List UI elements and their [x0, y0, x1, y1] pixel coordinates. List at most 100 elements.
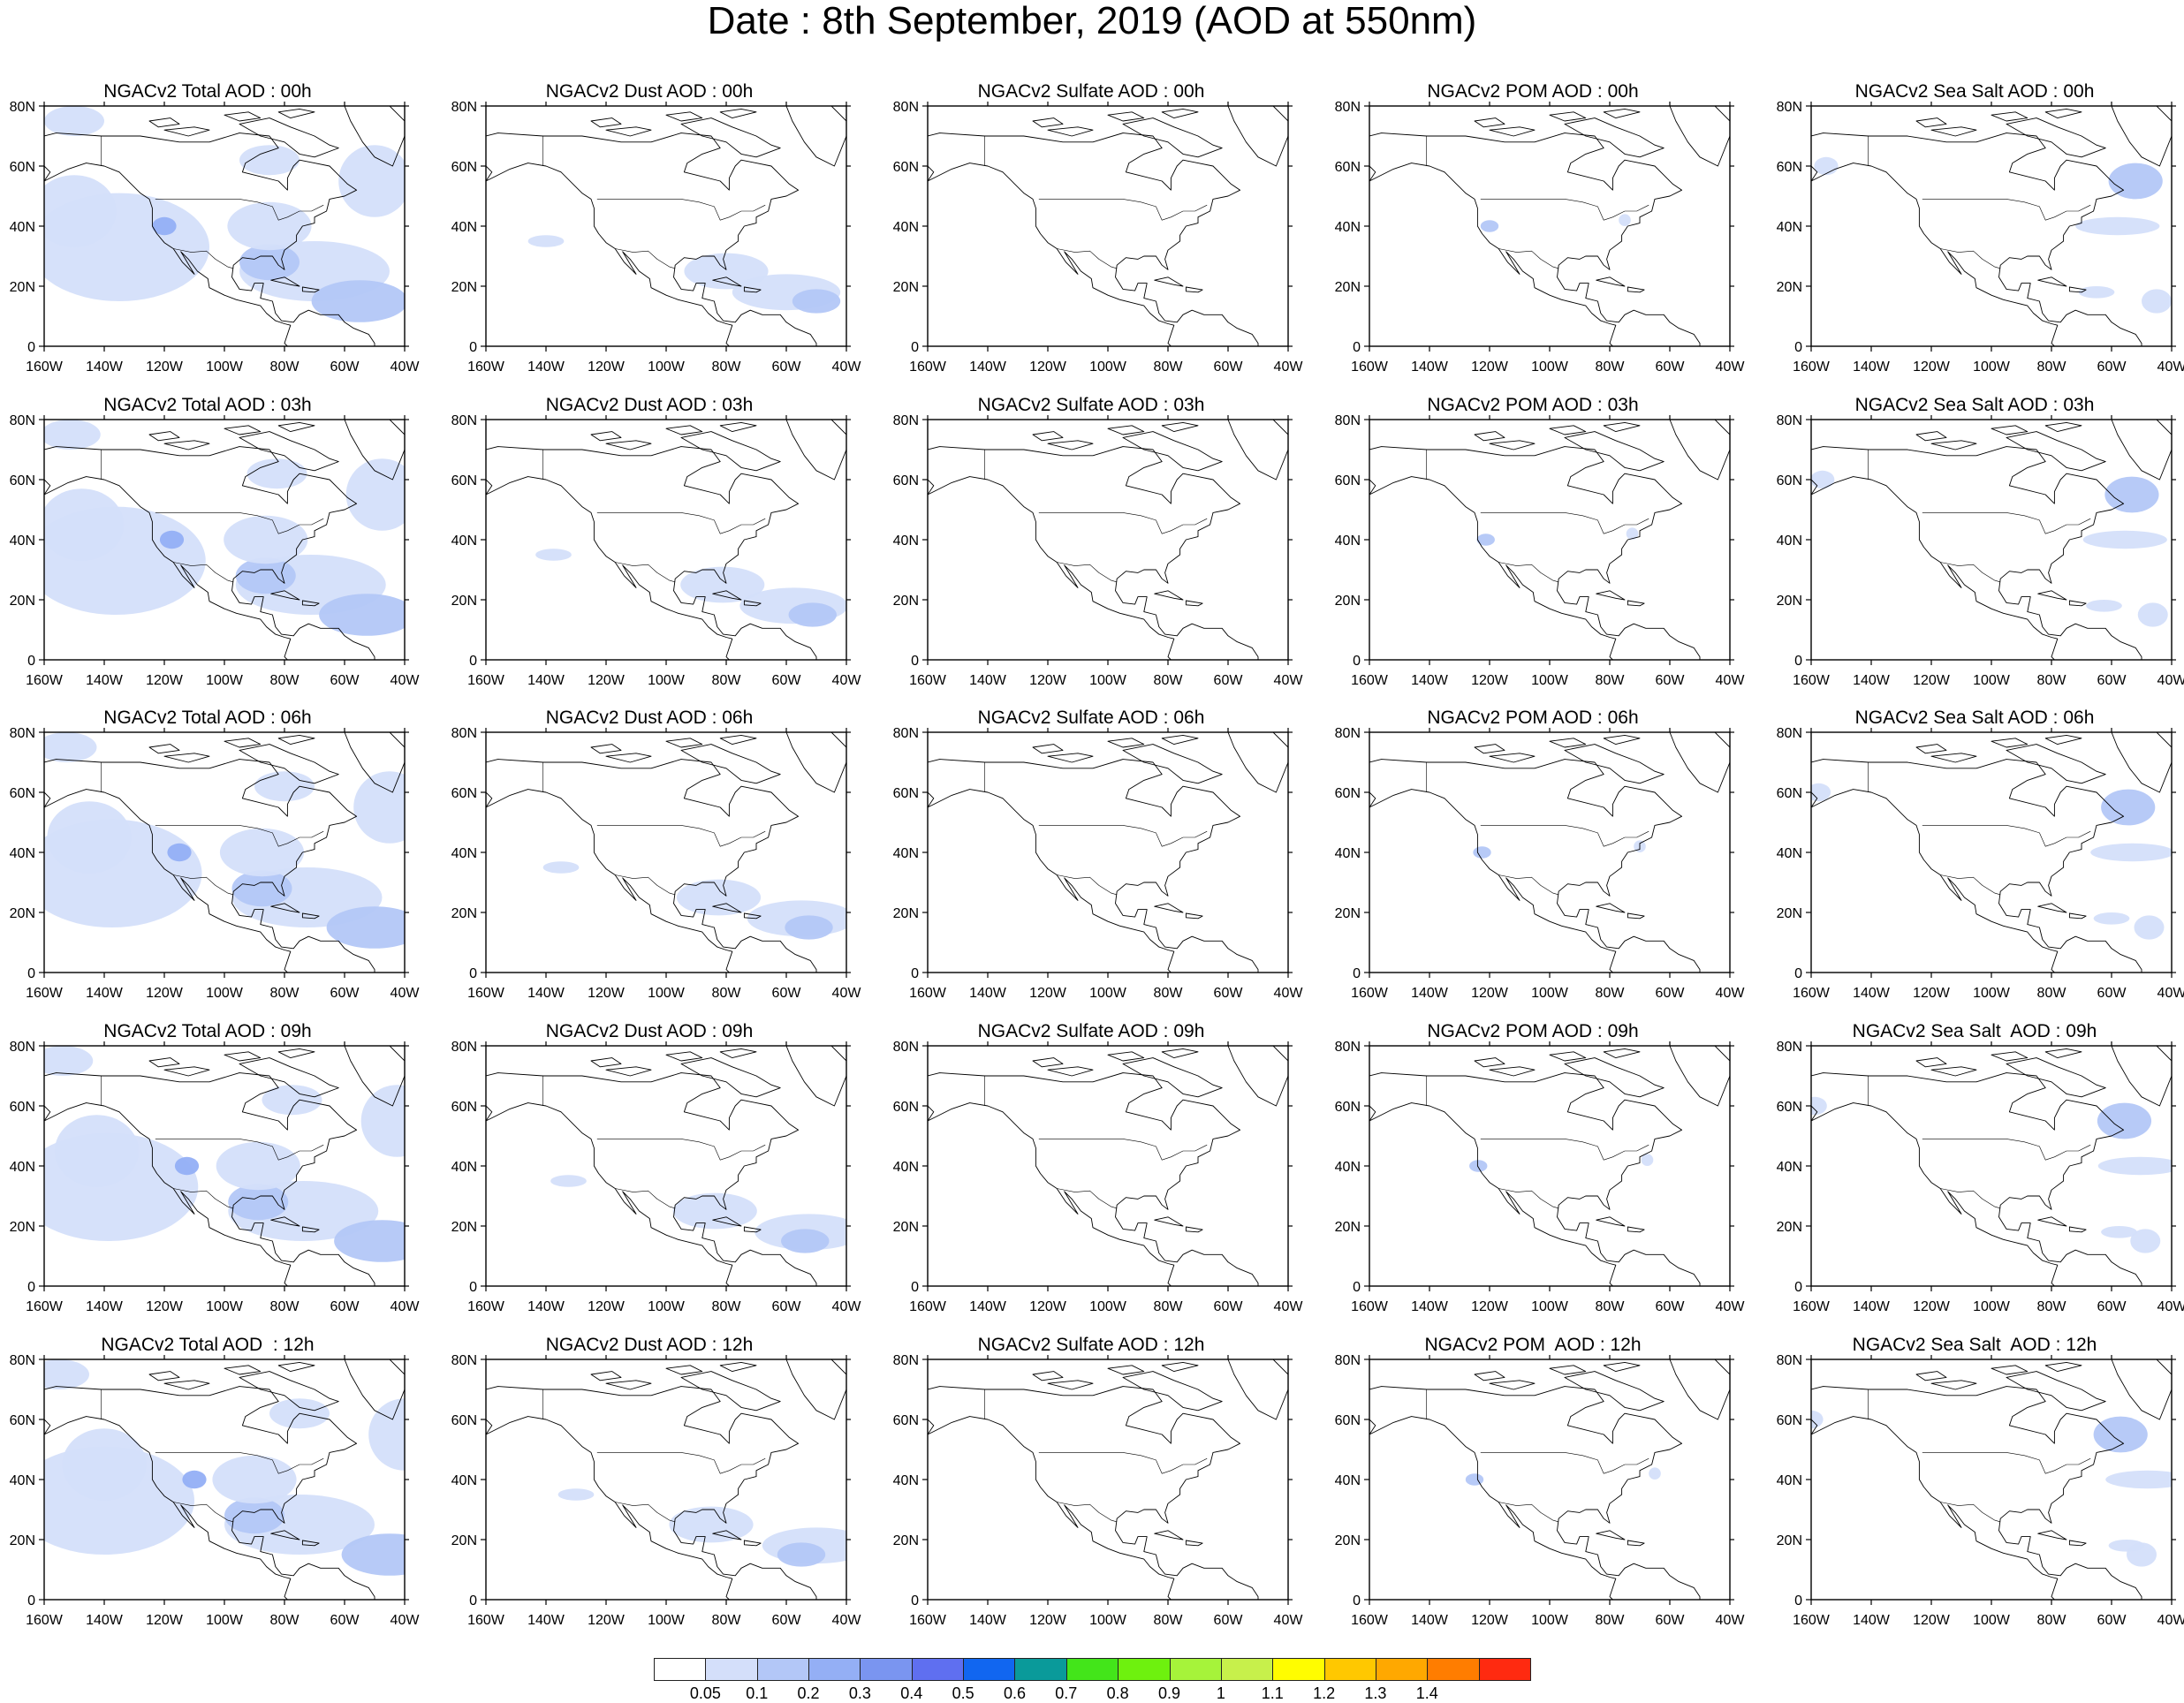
coastline-west	[1811, 148, 2059, 346]
map-panel-pom-1: NGACv2 POM AOD : 03h 160W 140W 120W 100W 80W 6…	[1325, 395, 1746, 700]
aod-plume	[1811, 1410, 1824, 1429]
lon-tick-label: 60W	[330, 986, 360, 1001]
arctic-island	[1930, 753, 1977, 763]
aod-field	[486, 732, 846, 973]
border-us-canada	[1480, 199, 1649, 221]
aod-plume	[781, 1229, 830, 1253]
aod-field	[44, 106, 405, 346]
lat-tick-label: 80N	[893, 413, 919, 428]
hispaniola	[301, 600, 320, 607]
arctic-island	[2044, 421, 2082, 433]
baffin-island	[1564, 431, 1665, 472]
lon-tick-label: 60W	[330, 360, 360, 375]
lon-tick-label: 160W	[1793, 673, 1831, 688]
coastline-west	[928, 1401, 1175, 1600]
lat-tick-label: 80N	[1777, 1040, 1802, 1055]
lat-tick-label: 80N	[451, 1353, 477, 1368]
lon-tick-label: 40W	[1274, 673, 1304, 688]
aod-plume	[535, 549, 572, 561]
lat-tick-label: 20N	[451, 1220, 477, 1235]
lon-tick-label: 160W	[1351, 1299, 1389, 1314]
border-us-mexico	[1498, 1502, 1559, 1523]
lat-tick-label: 40N	[1777, 1160, 1802, 1175]
border-us-canada	[1480, 1139, 1649, 1161]
map-frame	[927, 1359, 1289, 1601]
cuba	[1596, 903, 1626, 913]
lat-tick-label: 0	[1353, 966, 1361, 981]
aod-plume	[219, 828, 305, 877]
aod-plume	[368, 1398, 405, 1471]
baffin-island	[2006, 431, 2106, 472]
aod-plume	[2108, 163, 2163, 200]
border-us-mexico	[615, 874, 676, 896]
lon-tick-label: 120W	[146, 673, 184, 688]
lon-tick-label: 160W	[1351, 360, 1389, 375]
lon-tick-label: 40W	[832, 986, 862, 1001]
lat-tick-label: 20N	[1777, 906, 1802, 921]
hispaniola	[1185, 600, 1203, 607]
map-panel-dust-3: NGACv2 Dust AOD : 09h 160W 140W 120W 100W 80W…	[442, 1021, 862, 1327]
map-frame	[1369, 1359, 1731, 1601]
lon-tick-label: 60W	[2097, 1613, 2127, 1628]
lon-tick-label: 100W	[648, 1299, 686, 1314]
aod-field	[486, 106, 846, 346]
lon-tick-label: 80W	[1596, 986, 1626, 1001]
lon-tick-label: 160W	[1351, 1613, 1389, 1628]
border-us-mexico	[1498, 1188, 1559, 1209]
arctic-island	[719, 734, 757, 746]
lon-tick-label: 100W	[1089, 673, 1127, 688]
aod-plume	[1626, 527, 1639, 540]
panel-title: NGACv2 Dust AOD : 12h	[545, 1335, 754, 1355]
arctic-island	[277, 1048, 315, 1059]
panel-title: NGACv2 POM AOD : 12h	[1424, 1335, 1642, 1355]
coastline-east	[928, 1072, 1259, 1286]
hispaniola	[1627, 1226, 1645, 1233]
hispaniola	[301, 1226, 320, 1233]
coastline-west	[1369, 774, 1617, 973]
lon-tick-label: 40W	[832, 1613, 862, 1628]
greenland	[1669, 106, 1730, 167]
lat-tick-label: 40N	[1777, 534, 1802, 549]
arctic-island	[1603, 421, 1641, 433]
map-frame	[1369, 1045, 1731, 1287]
aod-field	[44, 1046, 405, 1286]
arctic-island	[590, 744, 622, 754]
lat-tick-label: 40N	[10, 534, 35, 549]
lon-tick-label: 140W	[969, 1299, 1007, 1314]
lat-tick-label: 60N	[451, 473, 477, 488]
lon-tick-label: 60W	[330, 1299, 360, 1314]
lat-tick-label: 20N	[10, 1220, 35, 1235]
aod-plume	[2137, 602, 2168, 627]
lon-tick-label: 120W	[1913, 673, 1951, 688]
greenland	[2111, 1046, 2172, 1107]
lon-tick-label: 140W	[969, 673, 1007, 688]
baffin-island	[1564, 117, 1665, 158]
lon-tick-label: 80W	[1596, 1613, 1626, 1628]
panel-title: NGACv2 Sulfate AOD : 03h	[977, 395, 1205, 415]
aod-plume	[2105, 1470, 2172, 1489]
cuba	[1154, 590, 1184, 601]
lon-tick-label: 100W	[1973, 673, 2011, 688]
lon-tick-label: 60W	[1656, 360, 1686, 375]
aod-plume	[319, 594, 405, 636]
lon-tick-label: 120W	[588, 673, 626, 688]
lon-tick-label: 40W	[2157, 1613, 2184, 1628]
arctic-island	[148, 1371, 180, 1381]
colorbar-swatch	[1323, 1658, 1376, 1681]
lat-tick-label: 80N	[1335, 1353, 1361, 1368]
lon-tick-label: 80W	[712, 1613, 742, 1628]
map-canvas: 160W 140W 120W 100W 80W 60W 40W 0 20N 40N 60N 80N	[1335, 413, 1746, 688]
lon-tick-label: 100W	[648, 1613, 686, 1628]
arctic-island	[719, 421, 757, 433]
lon-tick-label: 60W	[1656, 986, 1686, 1001]
baffin-island	[1122, 1371, 1223, 1412]
lat-tick-label: 20N	[451, 1533, 477, 1548]
panel-title: NGACv2 Sulfate AOD : 00h	[977, 81, 1205, 102]
map-canvas: 160W 140W 120W 100W 80W 60W 40W 0 20N 40N 60N 80N	[451, 1040, 862, 1314]
colorbar-swatch	[1427, 1658, 1480, 1681]
lon-tick-label: 60W	[1656, 1299, 1686, 1314]
baffin-island	[239, 744, 339, 784]
cuba	[712, 903, 742, 913]
border-us-canada	[1480, 1452, 1649, 1474]
border-us-mexico	[1498, 562, 1559, 583]
